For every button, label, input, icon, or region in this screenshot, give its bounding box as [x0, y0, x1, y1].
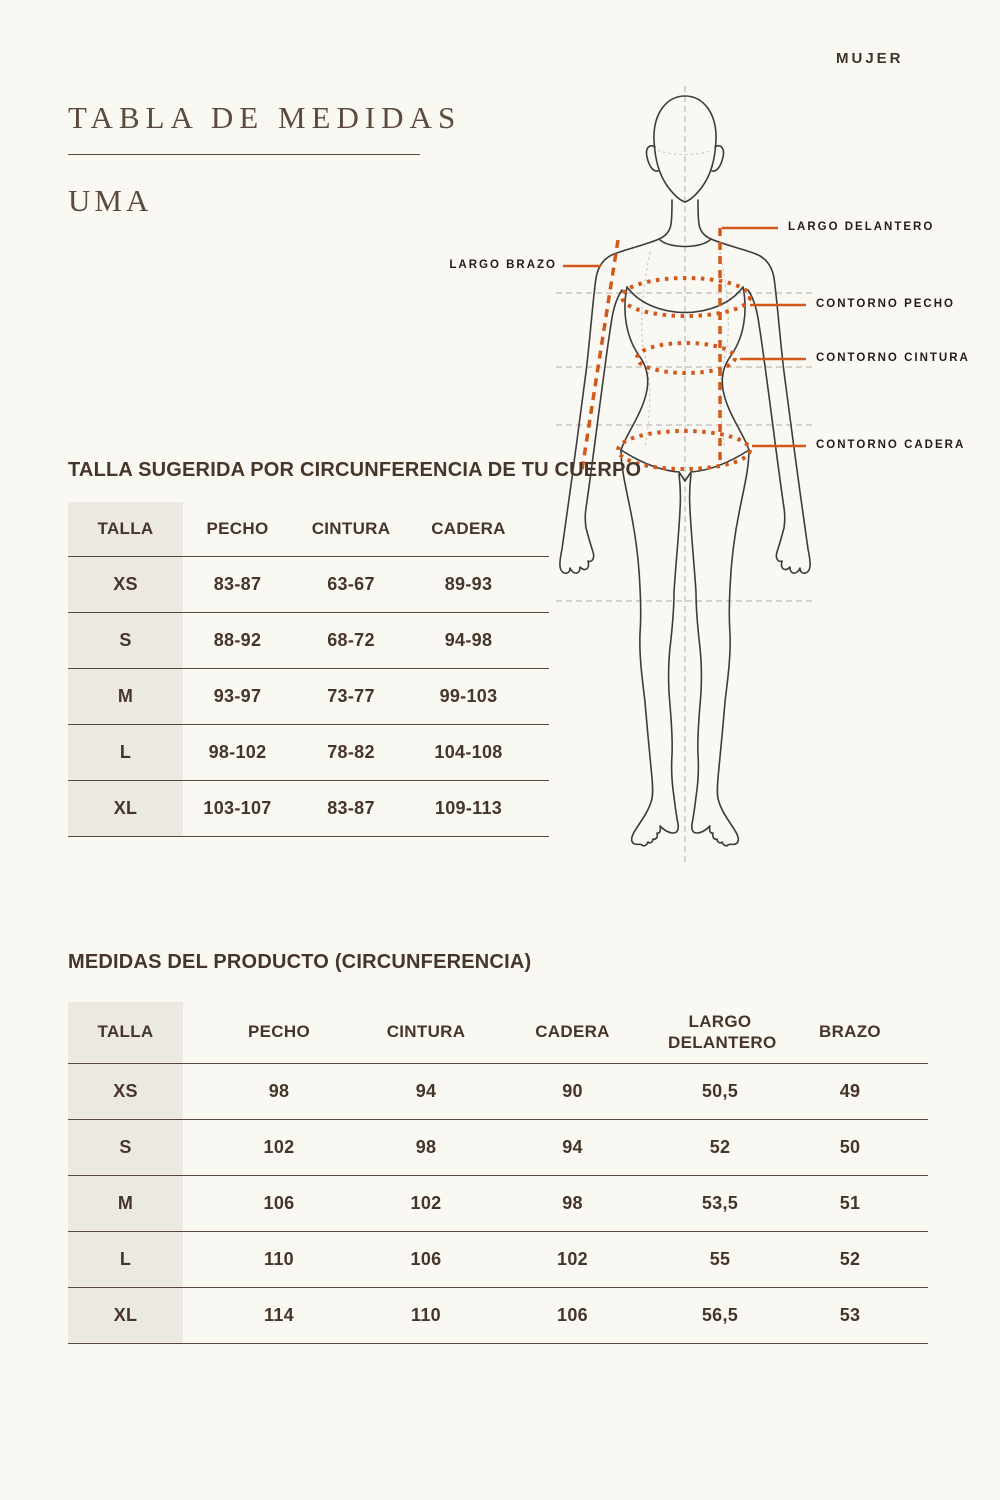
- cell-value: 89-93: [410, 556, 549, 613]
- size-label: XL: [68, 1287, 183, 1344]
- size-label: XS: [68, 1063, 183, 1120]
- size-label: S: [68, 1119, 183, 1176]
- column-header-largo-delantero: LARGO DELANTERO: [668, 1002, 776, 1064]
- cell-value: 90: [477, 1063, 668, 1120]
- cell-value: 106: [183, 1175, 375, 1232]
- label-largo-brazo: LARGO BRAZO: [449, 259, 557, 271]
- cell-value: 102: [477, 1231, 668, 1288]
- table-row: M 106 102 98 53,5 51: [68, 1175, 928, 1232]
- cell-value: 83-87: [292, 780, 410, 837]
- size-label: S: [68, 612, 183, 669]
- measurement-marks: [563, 226, 806, 471]
- waist-circumference-ellipse: [635, 341, 737, 375]
- label-contorno-cadera: CONTORNO CADERA: [816, 439, 966, 451]
- product-name: UMA: [68, 183, 153, 218]
- seam-lines: [641, 149, 729, 449]
- cell-value: 83-87: [183, 556, 292, 613]
- size-label: XS: [68, 556, 183, 613]
- label-largo-delantero: LARGO DELANTERO: [788, 221, 935, 233]
- column-header-cadera: CADERA: [477, 1002, 668, 1064]
- cell-value: 109-113: [410, 780, 549, 837]
- column-header-brazo: BRAZO: [772, 1002, 928, 1064]
- cell-value: 94-98: [410, 612, 549, 669]
- cell-value: 102: [183, 1119, 375, 1176]
- cell-value: 106: [375, 1231, 477, 1288]
- cell-value: 56,5: [668, 1287, 772, 1344]
- cell-value: 55: [668, 1231, 772, 1288]
- table-row: M 93-97 73-77 99-103: [68, 668, 549, 725]
- suggested-size-table: TALLA PECHO CINTURA CADERA XS 83-87 63-6…: [68, 502, 549, 837]
- cell-value: 114: [183, 1287, 375, 1344]
- page-title: TABLA DE MEDIDAS: [68, 100, 462, 135]
- size-label: XL: [68, 780, 183, 837]
- table-row: S 102 98 94 52 50: [68, 1119, 928, 1176]
- table-row: XS 83-87 63-67 89-93: [68, 556, 549, 613]
- cell-value: 52: [668, 1119, 772, 1176]
- cell-value: 106: [477, 1287, 668, 1344]
- cell-value: 88-92: [183, 612, 292, 669]
- cell-value: 50,5: [668, 1063, 772, 1120]
- cell-value: 53,5: [668, 1175, 772, 1232]
- table-row: XS 98 94 90 50,5 49: [68, 1063, 928, 1120]
- cell-value: 93-97: [183, 668, 292, 725]
- cell-value: 51: [772, 1175, 928, 1232]
- label-contorno-cintura: CONTORNO CINTURA: [816, 352, 970, 364]
- cell-value: 110: [183, 1231, 375, 1288]
- cell-value: 94: [375, 1063, 477, 1120]
- cell-value: 98-102: [183, 724, 292, 781]
- cell-value: 63-67: [292, 556, 410, 613]
- cell-value: 110: [375, 1287, 477, 1344]
- title-underline: [68, 154, 420, 155]
- body-table-title: TALLA SUGERIDA POR CIRCUNFERENCIA DE TU …: [68, 459, 642, 481]
- body-measurement-diagram: [556, 86, 816, 862]
- column-header-cadera: CADERA: [410, 502, 549, 557]
- size-label: M: [68, 1175, 183, 1232]
- size-label: L: [68, 1231, 183, 1288]
- column-header-cintura: CINTURA: [375, 1002, 477, 1064]
- table-row: XL 114 110 106 56,5 53: [68, 1287, 928, 1344]
- cell-value: 98: [477, 1175, 668, 1232]
- cell-value: 102: [375, 1175, 477, 1232]
- table-row: L 98-102 78-82 104-108: [68, 724, 549, 781]
- arm-length-line: [580, 239, 620, 471]
- cell-value: 68-72: [292, 612, 410, 669]
- hip-circumference-ellipse: [616, 429, 752, 471]
- table-row: L 110 106 102 55 52: [68, 1231, 928, 1288]
- size-label: M: [68, 668, 183, 725]
- label-contorno-pecho: CONTORNO PECHO: [816, 298, 955, 310]
- table-header-row: TALLA PECHO CINTURA CADERA LARGO DELANTE…: [68, 1002, 928, 1064]
- cell-value: 98: [183, 1063, 375, 1120]
- cell-value: 98: [375, 1119, 477, 1176]
- column-header-talla: TALLA: [68, 502, 183, 557]
- table-header-row: TALLA PECHO CINTURA CADERA: [68, 502, 549, 557]
- product-table-title: MEDIDAS DEL PRODUCTO (CIRCUNFERENCIA): [68, 951, 532, 973]
- column-header-talla: TALLA: [68, 1002, 183, 1064]
- body-outline: [559, 95, 811, 847]
- cell-value: 94: [477, 1119, 668, 1176]
- cell-value: 52: [772, 1231, 928, 1288]
- gender-label: MUJER: [836, 50, 904, 67]
- cell-value: 104-108: [410, 724, 549, 781]
- column-header-cintura: CINTURA: [292, 502, 410, 557]
- column-header-pecho: PECHO: [183, 502, 292, 557]
- table-row: S 88-92 68-72 94-98: [68, 612, 549, 669]
- column-header-pecho: PECHO: [183, 1002, 375, 1064]
- cell-value: 73-77: [292, 668, 410, 725]
- cell-value: 103-107: [183, 780, 292, 837]
- product-measures-table: TALLA PECHO CINTURA CADERA LARGO DELANTE…: [68, 1002, 928, 1344]
- chest-circumference-ellipse: [620, 276, 752, 318]
- cell-value: 53: [772, 1287, 928, 1344]
- size-label: L: [68, 724, 183, 781]
- cell-value: 78-82: [292, 724, 410, 781]
- cell-value: 50: [772, 1119, 928, 1176]
- cell-value: 99-103: [410, 668, 549, 725]
- cell-value: 49: [772, 1063, 928, 1120]
- table-row: XL 103-107 83-87 109-113: [68, 780, 549, 837]
